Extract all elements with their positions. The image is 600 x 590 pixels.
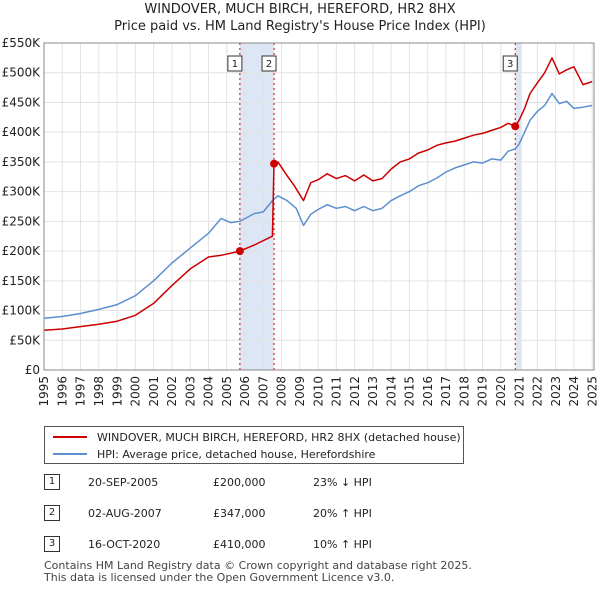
legend: WINDOVER, MUCH BIRCH, HEREFORD, HR2 8HX …	[44, 426, 464, 464]
y-tick-label: £200K	[2, 244, 42, 258]
x-tick-label: 2011	[330, 376, 344, 407]
legend-item-property: WINDOVER, MUCH BIRCH, HEREFORD, HR2 8HX …	[53, 429, 461, 445]
transaction-date: 16-OCT-2020	[88, 538, 161, 551]
x-tick-label: 2021	[512, 376, 526, 407]
footer: Contains HM Land Registry data © Crown c…	[44, 560, 472, 584]
chart-subtitle: Price paid vs. HM Land Registry's House …	[114, 19, 486, 34]
plot-frame	[43, 42, 595, 371]
sale-marker-box	[502, 55, 518, 72]
y-tick-label: £150K	[2, 274, 42, 288]
transaction-number-badge: 1	[44, 474, 60, 490]
x-tick-label: 2024	[567, 376, 581, 407]
sale-point	[511, 122, 520, 131]
sale-marker-label: 1	[232, 59, 238, 70]
sale-marker-label: 2	[266, 59, 272, 70]
sale-point	[235, 247, 244, 256]
sale-period-shade	[515, 43, 522, 370]
transaction-price: £200,000	[213, 476, 266, 489]
x-tick-label: 1997	[74, 376, 88, 407]
x-tick-label: 2020	[494, 376, 508, 407]
x-tick-label: 2003	[183, 376, 197, 407]
sale-marker-box	[261, 55, 277, 72]
x-tick-label: 2012	[348, 376, 362, 407]
transaction-hpi-diff: 10% ↑ HPI	[313, 538, 372, 551]
x-tick-label: 2018	[457, 376, 471, 407]
x-tick-label: 2007	[256, 376, 270, 407]
price-chart: £0 £50K £100K £150K £200K £250K £300K £350K £400…	[2, 36, 600, 407]
x-tick-label: 2022	[531, 376, 545, 407]
y-tick-label: £250K	[2, 214, 42, 228]
y-tick-label: £500K	[2, 66, 42, 80]
legend-label-property: WINDOVER, MUCH BIRCH, HEREFORD, HR2 8HX …	[97, 430, 461, 444]
x-tick-label: 1996	[55, 376, 69, 407]
transaction-number-badge: 3	[44, 536, 60, 552]
x-tick-label: 1998	[92, 376, 106, 407]
x-tick-label: 2001	[147, 376, 161, 407]
x-tick-label: 2014	[384, 376, 398, 407]
legend-label-hpi: HPI: Average price, detached house, Here…	[97, 447, 376, 461]
series-line-hpi	[43, 92, 593, 320]
y-tick-label: £550K	[2, 36, 42, 50]
x-tick-label: 2008	[275, 376, 289, 407]
x-tick-label: 2002	[165, 376, 179, 407]
legend-swatch-hpi	[53, 453, 87, 455]
legend-item-hpi: HPI: Average price, detached house, Here…	[53, 446, 375, 462]
x-tick-label: 1995	[37, 376, 51, 407]
transaction-hpi-diff: 20% ↑ HPI	[313, 507, 372, 520]
y-tick-label: £450K	[2, 95, 42, 109]
x-tick-label: 2023	[549, 376, 563, 407]
series-line-property	[43, 57, 593, 331]
x-tick-label: 2017	[439, 376, 453, 407]
y-tick-label: £350K	[2, 155, 42, 169]
x-tick-label: 2019	[476, 376, 490, 407]
y-tick-label: £0	[25, 363, 40, 377]
x-tick-label: 2005	[220, 376, 234, 407]
x-tick-label: 2009	[293, 376, 307, 407]
transaction-price: £410,000	[213, 538, 266, 551]
x-tick-label: 2006	[238, 376, 252, 407]
y-tick-label: £100K	[2, 304, 42, 318]
transaction-date: 20-SEP-2005	[88, 476, 159, 489]
x-tick-label: 1999	[110, 376, 124, 407]
x-tick-label: 2016	[421, 376, 435, 407]
x-tick-label: 2013	[366, 376, 380, 407]
transaction-price: £347,000	[213, 507, 266, 520]
transaction-date: 02-AUG-2007	[88, 507, 162, 520]
y-tick-label: £50K	[9, 333, 41, 347]
transaction-hpi-diff: 23% ↓ HPI	[313, 476, 372, 489]
x-tick-label: 2004	[202, 376, 216, 407]
x-tick-label: 2015	[403, 376, 417, 407]
x-tick-label: 2000	[129, 376, 143, 407]
legend-swatch-property	[53, 436, 87, 438]
y-tick-label: £400K	[2, 125, 42, 139]
x-tick-label: 2025	[585, 376, 599, 407]
footer-copyright: Contains HM Land Registry data © Crown c…	[44, 559, 472, 572]
sale-marker-label: 3	[507, 59, 513, 70]
sale-marker-box	[227, 55, 243, 72]
y-tick-label: £300K	[2, 185, 42, 199]
footer-licence: This data is licensed under the Open Gov…	[44, 571, 395, 584]
chart-title: WINDOVER, MUCH BIRCH, HEREFORD, HR2 8HX	[144, 2, 456, 17]
sale-point	[270, 159, 279, 168]
x-tick-label: 2010	[311, 376, 325, 407]
transaction-number-badge: 2	[44, 505, 60, 521]
